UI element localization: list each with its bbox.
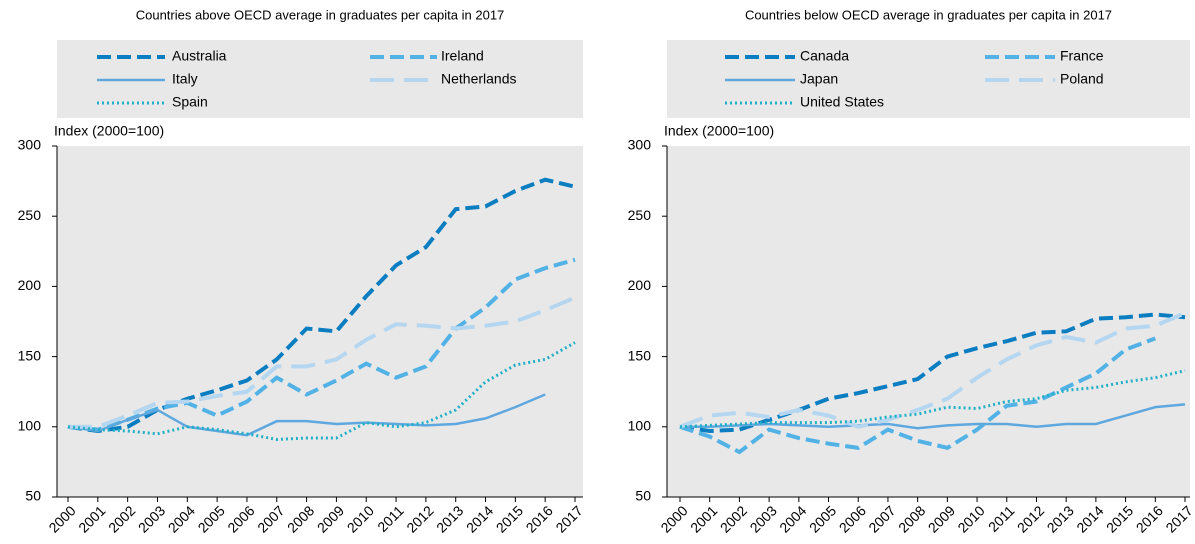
line-series [679,311,1186,429]
x-tick-label: 2013 [1044,502,1077,535]
line-series [68,295,576,429]
x-tick-label: 2009 [314,502,347,535]
x-tick-label: 2008 [895,502,928,535]
y-axis-label: Index (2000=100) [664,123,774,139]
y-tick-label: 150 [628,347,652,363]
legend-label: Ireland [441,48,484,64]
x-tick-label: 2011 [374,502,407,535]
line-series [67,341,576,441]
x-tick-label: 2016 [523,502,556,535]
x-tick-label: 2014 [463,502,496,535]
line-series [67,393,546,437]
y-tick-label: 150 [18,347,42,363]
x-tick-label: 2004 [776,502,809,535]
x-tick-label: 2003 [135,502,168,535]
legend-label: Canada [800,48,849,64]
y-tick-label: 100 [628,418,652,434]
x-tick-label: 2010 [344,502,377,535]
x-tick-label: 2007 [865,502,898,535]
x-tick-label: 2015 [493,502,526,535]
line-series [680,403,1186,430]
line-series [679,336,1156,455]
legend-label: France [1060,48,1104,64]
x-tick-label: 2007 [254,502,287,535]
x-tick-label: 2012 [1014,502,1047,535]
y-tick-label: 250 [18,207,42,223]
y-tick-label: 200 [18,277,42,293]
x-tick-label: 2010 [954,502,987,535]
x-tick-label: 2017 [1162,502,1195,535]
legend-label: Spain [172,94,208,110]
legend-label: Italy [172,71,198,87]
legend-label: Poland [1060,71,1104,87]
legend-label: Japan [800,71,838,87]
x-tick-label: 2005 [195,502,228,535]
y-tick-label: 100 [18,418,42,434]
line-series [679,312,1186,434]
x-tick-label: 2000 [657,502,690,535]
x-tick-label: 2004 [165,502,198,535]
x-tick-label: 2000 [45,502,78,535]
x-tick-label: 2005 [806,502,839,535]
legend-label: United States [800,94,884,110]
x-tick-label: 2002 [105,502,138,535]
x-tick-label: 2011 [985,502,1018,535]
y-tick-label: 50 [25,488,41,504]
x-tick-label: 2001 [687,502,720,535]
x-tick-label: 2016 [1133,502,1166,535]
legend-label: Australia [172,48,227,64]
chart-title: Countries below OECD average in graduate… [745,7,1112,22]
y-tick-label: 300 [18,137,42,153]
x-tick-label: 2013 [433,502,466,535]
x-tick-label: 2015 [1103,502,1136,535]
y-tick-label: 250 [628,207,652,223]
x-tick-label: 2017 [552,502,585,535]
x-tick-label: 2008 [284,502,317,535]
y-tick-label: 200 [628,277,652,293]
chart-title: Countries above OECD average in graduate… [136,7,505,22]
y-axis-label: Index (2000=100) [54,123,164,139]
legend-label: Netherlands [441,71,517,87]
x-tick-label: 2002 [717,502,750,535]
x-tick-label: 2006 [836,502,869,535]
x-tick-label: 2006 [224,502,257,535]
x-tick-label: 2009 [925,502,958,535]
x-tick-label: 2001 [75,502,108,535]
x-tick-label: 2003 [747,502,780,535]
y-tick-label: 300 [628,137,652,153]
x-tick-label: 2014 [1073,502,1106,535]
plot-area [57,146,583,497]
y-tick-label: 50 [635,488,651,504]
x-tick-label: 2012 [403,502,436,535]
